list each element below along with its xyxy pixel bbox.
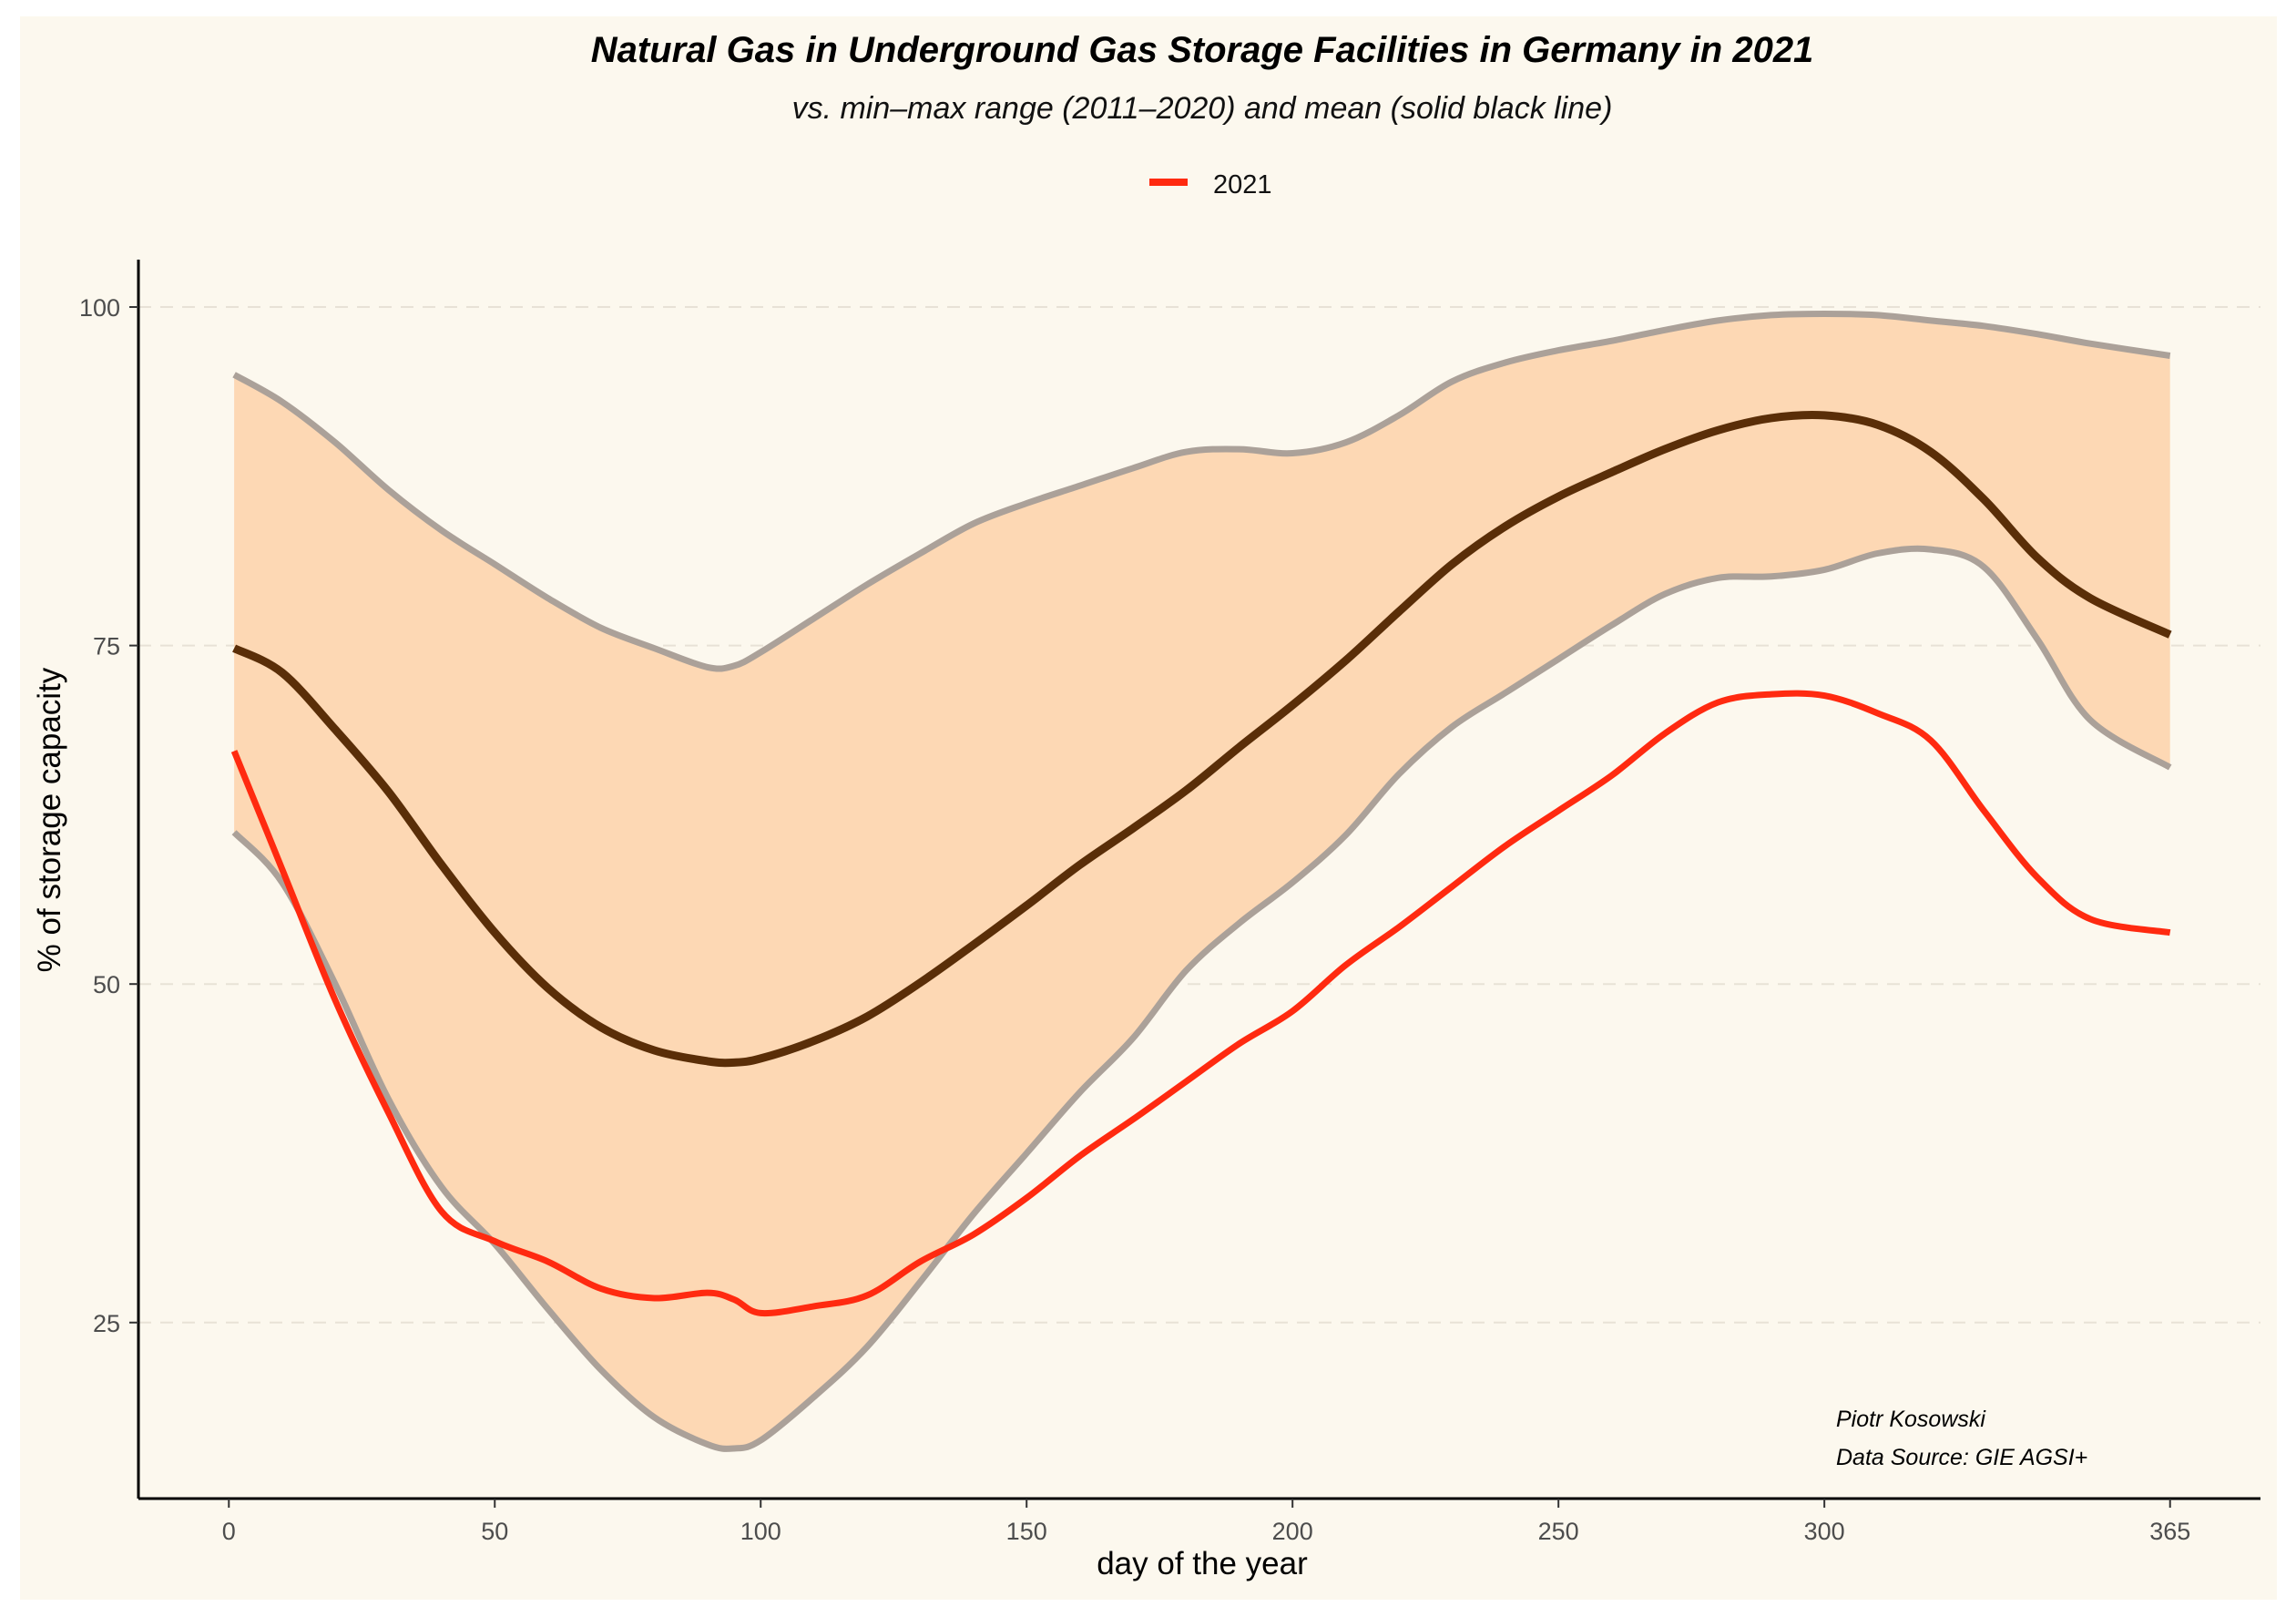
- chart-title: Natural Gas in Underground Gas Storage F…: [591, 30, 1814, 70]
- y-tick-label-75: 75: [93, 633, 120, 660]
- x-tick-label-50: 50: [481, 1518, 508, 1545]
- chart-subtitle: vs. min–max range (2011–2020) and mean (…: [792, 91, 1613, 126]
- y-tick-label-25: 25: [93, 1310, 120, 1337]
- author-annotation: Piotr Kosowski: [1836, 1407, 1986, 1432]
- range-band: [234, 313, 2170, 1449]
- y-axis-label: % of storage capacity: [32, 667, 67, 972]
- x-tick-label-100: 100: [740, 1518, 781, 1545]
- mean-line: [232, 410, 2172, 1068]
- x-tick-label-300: 300: [1804, 1518, 1845, 1545]
- x-tick-label-0: 0: [222, 1518, 236, 1545]
- series-2021-line: [230, 690, 2171, 1317]
- legend: 2021: [1149, 170, 1272, 200]
- axes: [137, 260, 2260, 1500]
- tick-labels: 0 50 100 150 200 250 300 365 25 50 75 100: [79, 294, 2190, 1545]
- x-tick-label-200: 200: [1272, 1518, 1313, 1545]
- legend-label-2021: 2021: [1213, 170, 1272, 200]
- min-line: [231, 545, 2172, 1452]
- x-axis-label: day of the year: [1097, 1546, 1308, 1581]
- x-tick-label-150: 150: [1006, 1518, 1047, 1545]
- y-tick-label-100: 100: [79, 294, 120, 322]
- x-tick-label-365: 365: [2149, 1518, 2190, 1545]
- max-line: [232, 311, 2171, 672]
- source-annotation: Data Source: GIE AGSI+: [1836, 1445, 2087, 1470]
- x-tick-label-250: 250: [1538, 1518, 1579, 1545]
- y-tick-label-50: 50: [93, 971, 120, 998]
